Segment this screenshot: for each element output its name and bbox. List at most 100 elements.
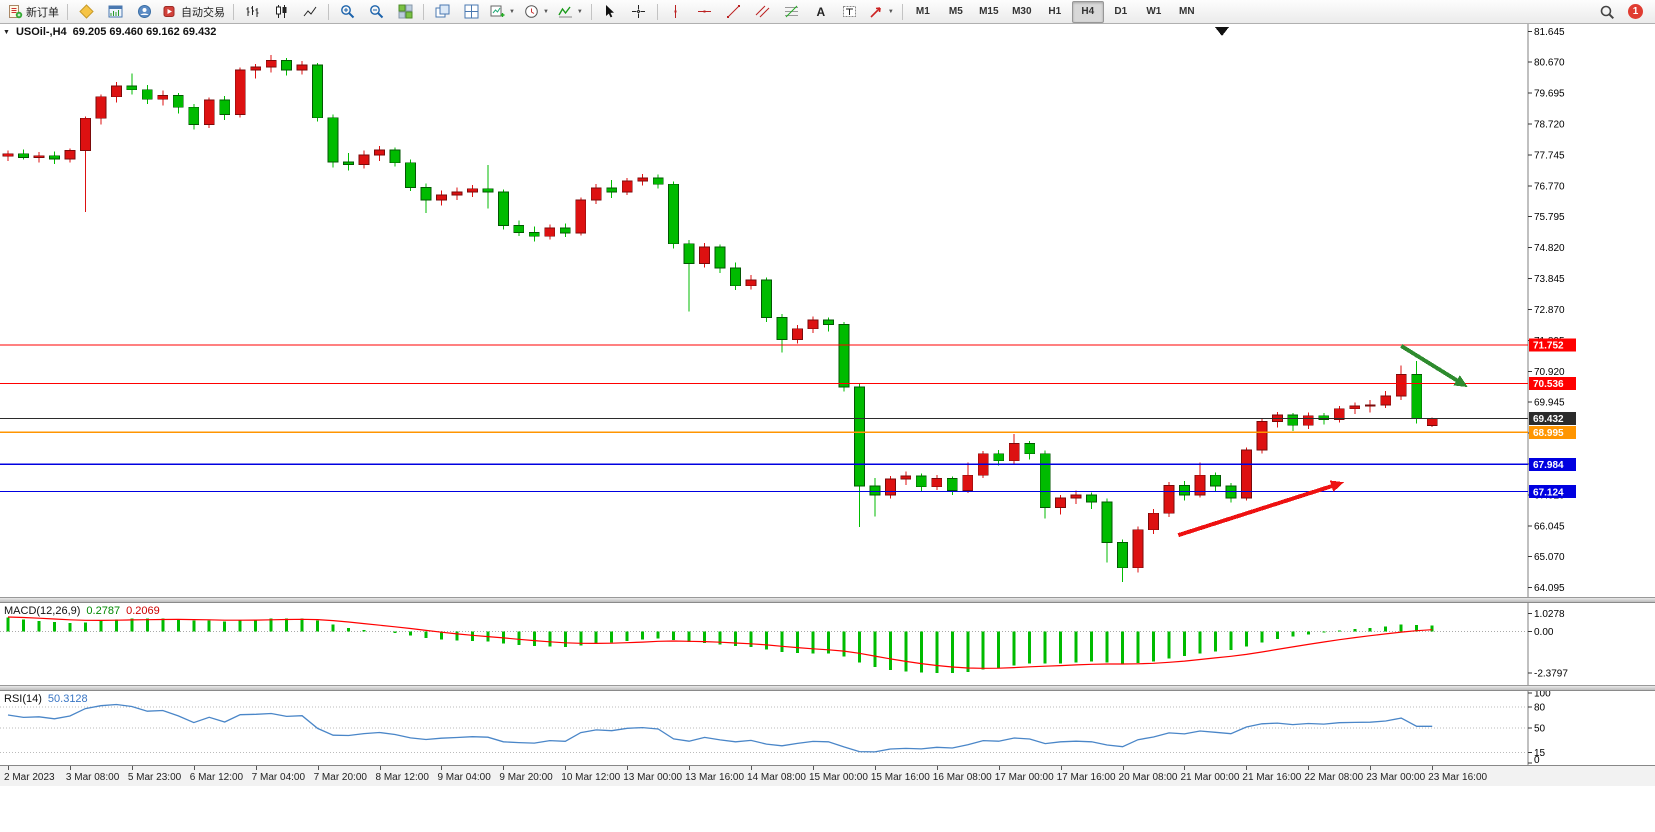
hline-68.995[interactable]: 68.995 [0,425,1576,439]
hline-70.536[interactable]: 70.536 [0,376,1576,390]
panel-splitter[interactable] [0,597,1655,603]
svg-text:-2.3797: -2.3797 [1534,668,1568,679]
time-tick [751,766,753,770]
svg-text:73.845: 73.845 [1534,274,1565,285]
timeframe-m5-button[interactable]: M5 [948,6,963,17]
svg-text:50: 50 [1534,724,1546,735]
time-label: 2 Mar 2023 [4,772,55,783]
price-scale[interactable] [1529,24,1655,597]
svg-text:15: 15 [1534,748,1546,759]
time-label: 17 Mar 00:00 [994,772,1054,783]
metaeditor-button[interactable] [72,1,100,23]
rsi-scale[interactable] [1529,691,1655,765]
timeframe-h1-button[interactable]: H1 [1048,6,1062,17]
time-tick [8,766,9,770]
hline-69.432[interactable]: 69.432 [0,411,1576,425]
rsi-canvas[interactable]: 100 80 50 150 [0,691,1655,765]
time-tick [874,766,876,770]
terminal-button[interactable] [101,1,129,23]
time-axis[interactable]: 2 Mar 2023 3 Mar 08:00 5 Mar 23:00 6 Mar 12… [0,765,1655,786]
text-tool-button[interactable]: A [807,1,835,23]
horizontal-line-tool-button[interactable] [691,1,719,23]
time-label: 23 Mar 00:00 [1366,772,1426,783]
bar-chart-type-button[interactable] [238,1,266,23]
candlestick-chart-type-button[interactable] [267,1,295,23]
svg-text:75.795: 75.795 [1534,212,1565,223]
time-label: 7 Mar 04:00 [251,772,306,783]
crosshair-tool-button[interactable] [625,1,653,23]
macd-scale[interactable] [1529,603,1655,685]
macd-panel: 1.0278 0.00 -2.3797 MACD(12,26,9) 0.2787 0… [0,603,1655,685]
fibonacci-tool-button[interactable] [778,1,806,23]
time-label: 21 Mar 00:00 [1180,772,1240,783]
hline-71.752[interactable]: 71.752 [0,338,1576,352]
autotrading-icon [163,6,175,17]
svg-text:80.670: 80.670 [1534,58,1565,69]
equidistant-channel-tool-button[interactable] [749,1,777,23]
search-icon [1600,5,1615,19]
trendline-tool-button[interactable] [720,1,748,23]
vertical-line-tool-button[interactable] [662,1,690,23]
period-selector-button[interactable]: ▼ [520,1,553,23]
indicators-button[interactable]: ▼ [554,1,587,23]
svg-text:76.770: 76.770 [1534,181,1565,192]
svg-text:74.820: 74.820 [1534,243,1565,254]
cascade-windows-button[interactable] [428,1,456,23]
symbol-dropdown-icon[interactable]: ▼ [3,28,10,36]
toolbar-right: 1 [1593,1,1651,23]
trendline-icon [727,5,741,18]
green-down-arrow[interactable] [1400,344,1468,388]
timeframe-h4-button[interactable]: H4 [1071,0,1104,23]
time-tick [1308,766,1310,770]
autotrading-button[interactable]: 自动交易 [159,1,229,23]
time-tick [255,766,257,770]
timeframe-m1-button[interactable]: M1 [915,6,930,17]
new-order-button[interactable]: 新订单 [4,1,63,23]
time-tick [998,766,1000,770]
new-chart-button[interactable]: ▼ [486,1,519,23]
time-tick [1246,766,1248,770]
horizontal-line-icon [698,10,712,13]
panel-splitter[interactable] [0,685,1655,691]
main-chart-canvas[interactable]: 81.645 80.670 79.695 78.720 77.745 76.770 75.7… [0,24,1655,597]
hline-67.984[interactable]: 67.984 [0,457,1576,471]
cursor-tool-button[interactable] [596,1,624,23]
line-chart-type-button[interactable] [296,1,324,23]
timeframe-d1-button[interactable]: D1 [1114,6,1128,17]
time-tick [379,766,381,770]
tile-windows-button[interactable] [391,1,419,23]
red-up-arrow[interactable] [1177,480,1344,538]
timeframe-mn-button[interactable]: MN [1179,6,1195,17]
timeframe-m15-button[interactable]: M15 [979,6,999,17]
search-button[interactable] [1593,1,1621,23]
fibonacci-icon [785,5,799,18]
arrange-windows-button[interactable] [457,1,485,23]
time-tick [503,766,505,770]
time-tick [689,766,691,770]
hline-67.124[interactable]: 67.124 [0,485,1576,498]
text-label-tool-button[interactable] [836,1,864,23]
time-label: 15 Mar 16:00 [870,772,930,783]
text-tool-label: A [816,4,826,19]
time-tick [1060,766,1062,770]
community-icon [137,5,151,18]
timeframe-w1-button[interactable]: W1 [1146,6,1162,17]
time-tick [193,766,195,770]
community-button[interactable] [130,1,158,23]
zoom-out-button[interactable] [362,1,390,23]
arrows-tool-button[interactable]: ▼ [865,1,898,23]
zoom-in-button[interactable] [333,1,361,23]
svg-text:70.536: 70.536 [1533,379,1564,390]
svg-text:69.432: 69.432 [1533,414,1564,425]
bar-chart-icon [246,6,258,17]
macd-canvas[interactable]: 1.0278 0.00 -2.3797 [0,603,1655,685]
macd-histogram [6,617,1434,673]
toolbar-separator [233,3,234,20]
time-tick [1432,766,1434,770]
notification-badge[interactable]: 1 [1628,4,1643,19]
timeframe-m30-button[interactable]: M30 [1012,6,1032,17]
toolbar: 新订单 自动交易 [0,0,1655,24]
time-label: 5 Mar 23:00 [127,772,182,783]
chart-shift-marker[interactable] [1215,27,1229,36]
